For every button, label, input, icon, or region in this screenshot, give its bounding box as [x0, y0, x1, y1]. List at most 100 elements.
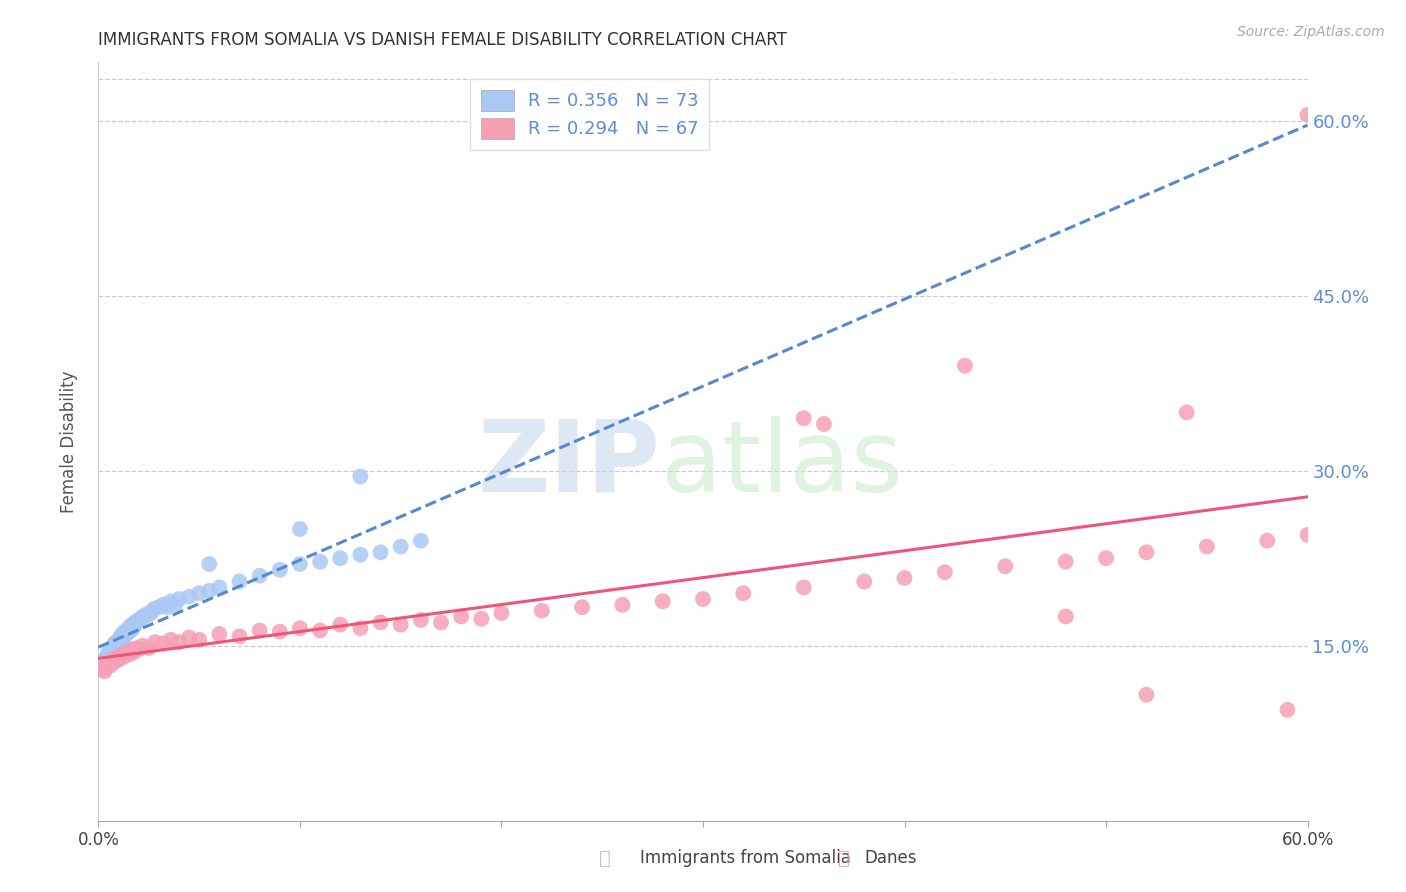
Point: [288, 621, 311, 635]
Point: [96, 650, 118, 665]
Point: [118, 624, 141, 639]
Text: ZIP: ZIP: [478, 416, 661, 513]
Point: [97, 653, 120, 667]
Point: [115, 648, 138, 662]
Point: [115, 624, 138, 638]
Point: [114, 647, 136, 661]
Point: [105, 650, 128, 665]
Point: [1135, 545, 1157, 559]
Point: [349, 469, 371, 483]
Point: [1054, 609, 1077, 624]
Point: [1175, 405, 1198, 419]
Point: [1135, 688, 1157, 702]
Point: [389, 540, 412, 554]
Text: Immigrants from Somalia: Immigrants from Somalia: [640, 849, 851, 867]
Point: [228, 574, 250, 589]
Point: [91, 656, 114, 670]
Point: [110, 629, 132, 643]
Point: [530, 604, 553, 618]
Legend: R = 0.356   N = 73, R = 0.294   N = 67: R = 0.356 N = 73, R = 0.294 N = 67: [470, 79, 710, 150]
Point: [188, 632, 211, 647]
Point: [793, 580, 815, 594]
Point: [228, 629, 250, 643]
Text: atlas: atlas: [661, 416, 903, 513]
Point: [96, 659, 118, 673]
Point: [93, 653, 115, 667]
Point: [329, 617, 352, 632]
Point: [692, 592, 714, 607]
Point: [111, 631, 134, 645]
Point: [1095, 551, 1118, 566]
Point: [121, 642, 143, 657]
Point: [179, 590, 201, 604]
Point: [167, 635, 190, 649]
Point: [198, 583, 221, 598]
Point: [651, 594, 673, 608]
Point: [288, 557, 311, 571]
Point: [491, 606, 513, 620]
Point: [114, 624, 136, 639]
Point: [105, 635, 128, 649]
Point: [571, 600, 593, 615]
Point: [120, 624, 142, 638]
Point: [138, 640, 160, 655]
Point: [103, 640, 125, 655]
Point: [813, 417, 835, 431]
Point: [132, 639, 155, 653]
Point: [120, 619, 142, 633]
Point: [124, 619, 146, 633]
Point: [160, 594, 183, 608]
Point: [135, 607, 157, 622]
Point: [329, 551, 352, 566]
Point: [125, 615, 148, 630]
Point: [1296, 528, 1319, 542]
Point: [409, 613, 432, 627]
Point: [349, 548, 371, 562]
Point: [733, 586, 755, 600]
Point: [101, 653, 124, 667]
Point: [179, 631, 201, 645]
Point: [91, 662, 114, 676]
Point: [309, 555, 332, 569]
Point: [107, 636, 129, 650]
Point: [115, 627, 138, 641]
Point: [110, 648, 132, 662]
Point: [93, 662, 115, 676]
Point: [97, 644, 120, 658]
Point: [107, 653, 129, 667]
Point: [93, 665, 115, 679]
Point: [111, 627, 134, 641]
Point: [430, 615, 453, 630]
Point: [349, 621, 371, 635]
Point: [143, 601, 166, 615]
Point: [118, 644, 141, 658]
Point: [793, 411, 815, 425]
Point: [288, 522, 311, 536]
Point: [370, 545, 392, 559]
Point: [128, 642, 150, 657]
Point: [121, 621, 143, 635]
Point: [100, 654, 122, 668]
Point: [167, 592, 190, 607]
Point: [953, 359, 976, 373]
Point: [198, 557, 221, 571]
Point: [103, 644, 125, 658]
Point: [105, 642, 128, 657]
Point: [934, 565, 956, 579]
Point: [110, 632, 132, 647]
Point: [309, 624, 332, 638]
Point: [96, 658, 118, 673]
Point: [1054, 555, 1077, 569]
Point: [101, 644, 124, 658]
Point: [249, 568, 271, 582]
Point: [389, 617, 412, 632]
Point: [101, 640, 124, 655]
Point: [132, 609, 155, 624]
Point: [100, 647, 122, 661]
Point: [103, 655, 125, 669]
Text: ⬜: ⬜: [838, 848, 849, 868]
Text: Danes: Danes: [865, 849, 917, 867]
Point: [994, 559, 1017, 574]
Point: [269, 624, 291, 639]
Point: [1256, 533, 1278, 548]
